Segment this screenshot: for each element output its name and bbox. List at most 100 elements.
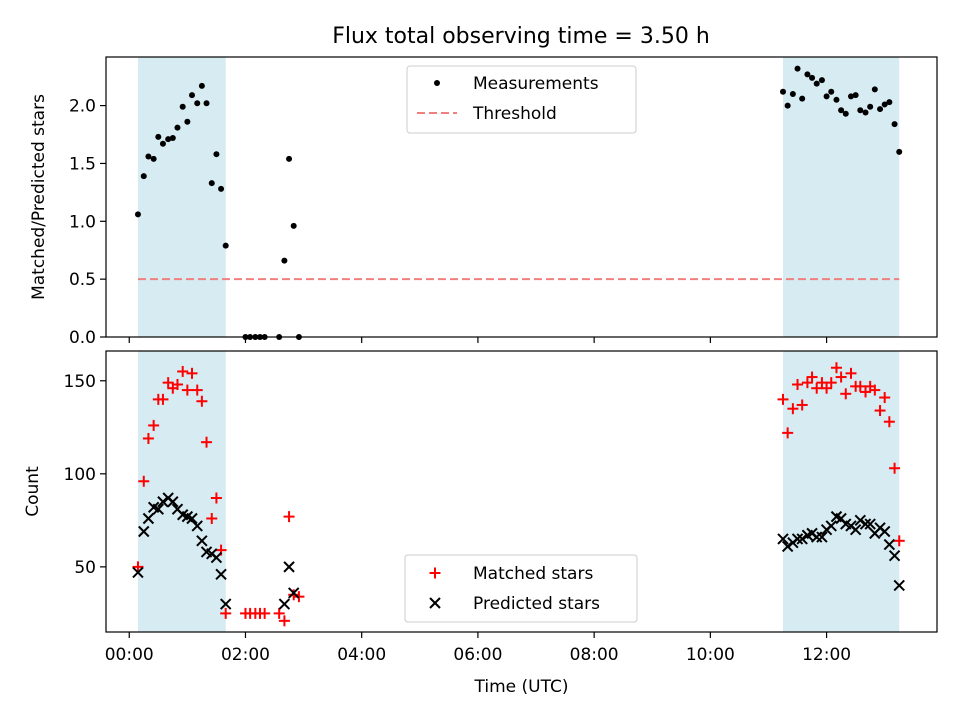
matched-star-point-52	[889, 462, 901, 474]
measurement-point-4	[155, 133, 162, 140]
measurement-point-44	[852, 92, 859, 99]
matched-stars-points	[132, 362, 905, 627]
predicted-star-point-4	[152, 503, 165, 515]
measurement-point-10	[184, 118, 191, 125]
matched-star-point-12	[191, 384, 203, 396]
matched-star-point-50	[879, 392, 891, 404]
matched-star-point-27	[288, 589, 300, 601]
matched-star-point-31	[787, 403, 799, 415]
measurement-point-15	[208, 180, 215, 187]
matched-star-point-15	[206, 512, 218, 524]
measurement-point-43	[847, 93, 854, 100]
predicted-star-point-7	[167, 496, 179, 508]
predicted-star-point-46	[893, 579, 905, 592]
ratio-panel: 0.00.51.01.52.0 Matched/Predicted stars …	[29, 56, 938, 348]
predicted-star-point-44	[883, 538, 896, 551]
threshold-legend-label: Threshold	[472, 104, 557, 124]
matched-star-point-53	[893, 535, 905, 547]
matched-star-point-28	[293, 591, 305, 603]
matched-stars-legend-glyph	[429, 567, 441, 579]
matched-star-point-10	[181, 384, 193, 396]
predicted-star-point-11	[186, 512, 198, 525]
measurement-point-49	[877, 106, 884, 113]
measurement-point-50	[881, 101, 888, 108]
measurement-point-52	[891, 121, 898, 128]
predicted-star-point-1	[138, 525, 150, 538]
top-y-axis-label: Matched/Predicted stars	[29, 94, 49, 300]
measurement-point-47	[867, 103, 874, 110]
matched-star-point-32	[792, 378, 804, 390]
measurement-point-0	[134, 211, 141, 218]
predicted-star-point-17	[215, 568, 227, 581]
measurement-point-35	[809, 74, 816, 81]
matched-star-point-41	[835, 371, 847, 383]
measurement-point-34	[804, 71, 811, 78]
measurement-point-31	[789, 91, 796, 98]
matched-star-point-3	[148, 419, 160, 431]
x-axis-label: Time (UTC)	[474, 677, 569, 697]
bottom-xtick-label-0: 00:00	[105, 645, 154, 665]
bottom-axis-ticks: 50 100 150 00:00 02:00 04:00 06:00 08:00 10:00 12…	[64, 372, 852, 665]
measurement-point-2	[145, 153, 152, 160]
measurement-point-3	[150, 155, 157, 162]
matched-star-point-38	[821, 382, 833, 394]
measurement-point-13	[198, 82, 205, 89]
measurement-point-37	[818, 77, 825, 84]
matched-star-point-9	[177, 365, 189, 377]
bottom-ytick-label-0: 50	[74, 558, 96, 578]
measurement-point-39	[828, 88, 835, 95]
matched-star-point-48	[869, 384, 881, 396]
measurement-point-29	[780, 88, 787, 95]
matched-star-point-24	[273, 607, 285, 619]
predicted-star-point-30	[816, 531, 828, 543]
matched-star-point-5	[157, 393, 169, 405]
predicted-stars-legend-label: Predicted stars	[473, 594, 600, 614]
predicted-star-point-16	[210, 551, 223, 564]
predicted-star-point-26	[796, 533, 808, 545]
measurement-point-41	[838, 107, 845, 114]
matched-star-point-51	[883, 416, 895, 428]
predicted-star-point-20	[283, 561, 295, 573]
measurement-point-32	[794, 65, 801, 72]
top-ytick-label-1: 0.5	[69, 270, 96, 290]
matched-star-point-0	[132, 561, 144, 573]
measurement-point-38	[823, 93, 830, 100]
bottom-xtick-label-6: 12:00	[802, 645, 851, 665]
measurement-point-18	[222, 242, 229, 249]
matched-stars-legend-label: Matched stars	[473, 564, 593, 584]
predicted-star-point-37	[849, 523, 862, 536]
predicted-star-point-19	[278, 598, 291, 610]
measurement-point-27	[290, 222, 297, 229]
measurement-point-46	[862, 109, 869, 116]
predicted-star-point-25	[791, 533, 804, 545]
bottom-xtick-label-3: 06:00	[453, 645, 502, 665]
matched-star-point-29	[777, 393, 789, 405]
count-panel: 50 100 150 00:00 02:00 04:00 06:00 08:00 10:00 12…	[23, 350, 938, 697]
matched-star-point-25	[278, 615, 290, 627]
measurement-point-26	[286, 155, 293, 162]
matched-star-point-11	[186, 367, 198, 379]
predicted-star-point-38	[854, 514, 866, 527]
measurement-point-1	[140, 173, 147, 180]
measurements-legend-marker	[434, 80, 440, 86]
matched-star-point-36	[811, 382, 823, 394]
matched-stars-legend-marker	[429, 567, 441, 579]
shaded-interval-1	[783, 57, 900, 337]
measurement-point-12	[194, 100, 201, 107]
predicted-stars-legend-glyph	[429, 597, 441, 609]
measurement-point-51	[886, 99, 893, 106]
shaded-interval-0	[137, 57, 226, 337]
matched-star-point-14	[201, 436, 213, 448]
predicted-star-point-13	[196, 535, 208, 547]
bottom-xtick-label-2: 04:00	[337, 645, 386, 665]
predicted-star-point-5	[157, 496, 169, 508]
measurement-point-33	[799, 95, 806, 102]
matched-star-point-33	[796, 399, 808, 411]
bottom-xtick-label-1: 02:00	[221, 645, 270, 665]
top-legend-box	[406, 65, 637, 134]
measurement-point-42	[842, 110, 849, 117]
bottom-legend: Matched stars Predicted stars	[404, 554, 638, 623]
top-ytick-label-2: 1.0	[69, 212, 96, 232]
top-plot-frame	[105, 56, 938, 338]
measurement-point-17	[218, 185, 225, 192]
